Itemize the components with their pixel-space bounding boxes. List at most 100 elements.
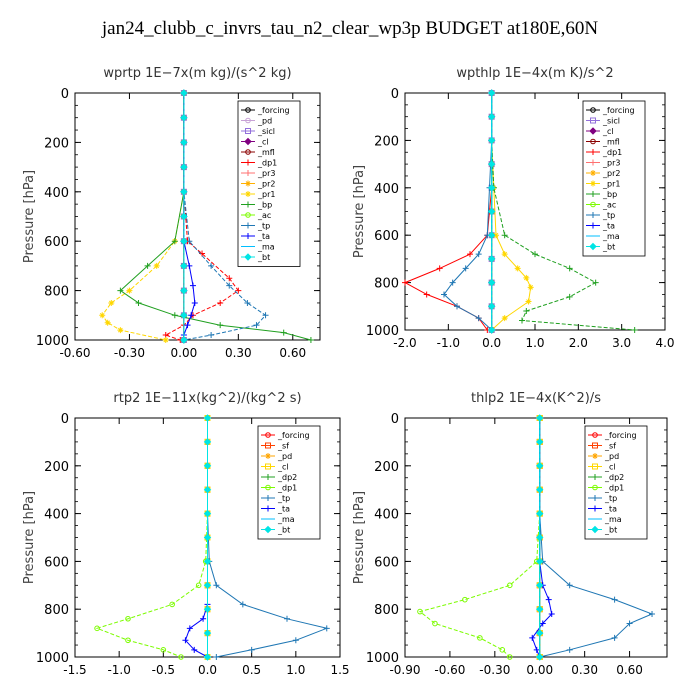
panel1-series-line [183, 93, 267, 341]
panel2-point [487, 302, 496, 311]
panel2-legend-label: _bt [602, 243, 615, 252]
panel3-point [248, 646, 255, 653]
panel2-legend-label: _tp [602, 211, 615, 220]
panel4-legend-label: _forcing [604, 431, 637, 440]
panel1-legend-label: _pr3 [257, 169, 275, 178]
panel2-legend-label: _pr1 [602, 180, 620, 189]
panel1-point [180, 311, 188, 320]
panel1-legend-marker [245, 212, 251, 218]
panel3-xtick-label: -1.0 [107, 663, 130, 677]
panel4-point [649, 610, 656, 617]
panel2-point [487, 160, 496, 168]
panel4-legend-label: _pd [604, 452, 619, 461]
panel3-legend-label: _dp1 [277, 484, 297, 493]
panel4-legend-label: _ma [604, 515, 622, 524]
panel4-point [536, 533, 544, 542]
panel2-point [454, 303, 460, 310]
panel4-point [566, 582, 573, 589]
panel1-legend-marker [245, 159, 251, 166]
panel3-legend-label: _tp [277, 494, 290, 503]
panel3-point [191, 646, 198, 653]
panel2-legend-label: _ma [602, 232, 620, 241]
panel2-ytick-label: 400 [374, 182, 399, 197]
panel1-legend-label: _bp [257, 201, 272, 210]
panel3-legend-marker [265, 474, 271, 480]
panel3-point [94, 625, 100, 632]
panel2-legend-label: _dp1 [602, 148, 622, 157]
panel1-point [188, 312, 195, 319]
panel3-point [203, 485, 212, 494]
panel1-legend-label: _pd [257, 117, 272, 126]
panel1-legend-marker [245, 180, 251, 187]
panel2-legend-marker [590, 212, 596, 218]
panel3-point [160, 647, 167, 653]
panel2-legend-label: _forcing [602, 106, 635, 115]
panel4-legend-marker [592, 453, 598, 459]
panel3-ytick-label: 200 [44, 460, 69, 475]
panel1-title: wprtp 1E−7x(m kg)/(s^2 kg) [103, 66, 291, 81]
panel4-legend-marker [592, 442, 598, 449]
panel3-ytick-label: 0 [61, 412, 69, 427]
panel2-xtick-label: -2.0 [393, 336, 416, 350]
panel4-legend-label: _sf [604, 442, 616, 451]
panel2-point [592, 279, 599, 286]
panel1-ytick-label: 800 [44, 285, 69, 300]
panel4-ylabel: Pressure [hPa] [352, 491, 367, 584]
panel1-point [171, 238, 178, 245]
panel4-ytick-label: 400 [374, 508, 399, 523]
panel2-point [449, 279, 456, 286]
panel1-legend-marker [244, 137, 252, 146]
panel1-legend-label: _ma [257, 243, 275, 252]
panel2-point [475, 315, 482, 322]
panel3-point [125, 615, 131, 622]
panel1-point [171, 312, 178, 319]
panel4-legend-marker [592, 484, 598, 491]
panel2-legend-label: _pr3 [602, 159, 620, 168]
panel2-legend [582, 100, 646, 257]
panel4-point [539, 620, 546, 627]
panel1-point [244, 299, 251, 306]
panel1-point [191, 299, 198, 306]
panel1-xtick-label: 0.30 [225, 346, 252, 360]
panel4-point [536, 509, 544, 518]
panel1-legend-label: _forcing [257, 106, 290, 115]
panel4-point [536, 629, 544, 637]
panel2-point [487, 89, 496, 97]
panel1-point [162, 337, 169, 343]
panel4-point [536, 557, 544, 566]
panel2-point [501, 251, 508, 258]
panel1-point [262, 312, 269, 319]
panel1-series-line [101, 93, 185, 341]
panel1-point [104, 319, 111, 326]
panel3-point [203, 414, 212, 422]
panel1-legend-label: _dp1 [257, 159, 277, 168]
panel4-legend-label: _tp [604, 494, 617, 503]
panel2-series-line [403, 93, 493, 331]
panel4-legend-label: _bt [604, 526, 617, 535]
panel4-point [536, 581, 544, 590]
panel3-point [203, 653, 212, 661]
panel1-legend-marker [245, 117, 251, 124]
panel4-title: thlp2 1E−4x(K^2)/s [471, 391, 601, 406]
panel2-ytick-label: 1000 [366, 324, 399, 339]
panel3-point [200, 615, 207, 622]
panel1-point [307, 337, 314, 343]
panel4-point [536, 438, 544, 446]
panel2-point [566, 293, 573, 300]
panel2-point [402, 279, 408, 286]
panel1-point [117, 327, 124, 334]
panel1-point [235, 287, 242, 294]
panel4-legend-label: _dp1 [604, 484, 624, 493]
panel1-point [144, 262, 151, 269]
panel4-point [536, 605, 544, 613]
panel1-point [117, 287, 124, 294]
panel3-xtick-label: -0.5 [152, 663, 175, 677]
panel3-point [125, 637, 131, 644]
panel2-series-line [443, 93, 493, 331]
panel3-legend-label: _bt [277, 526, 290, 535]
panel2-point [462, 265, 469, 272]
panel2-legend-marker [590, 201, 596, 208]
panel2-point [487, 112, 496, 121]
panel2-legend-label: _cl [602, 127, 614, 136]
panel1-point [184, 322, 191, 329]
